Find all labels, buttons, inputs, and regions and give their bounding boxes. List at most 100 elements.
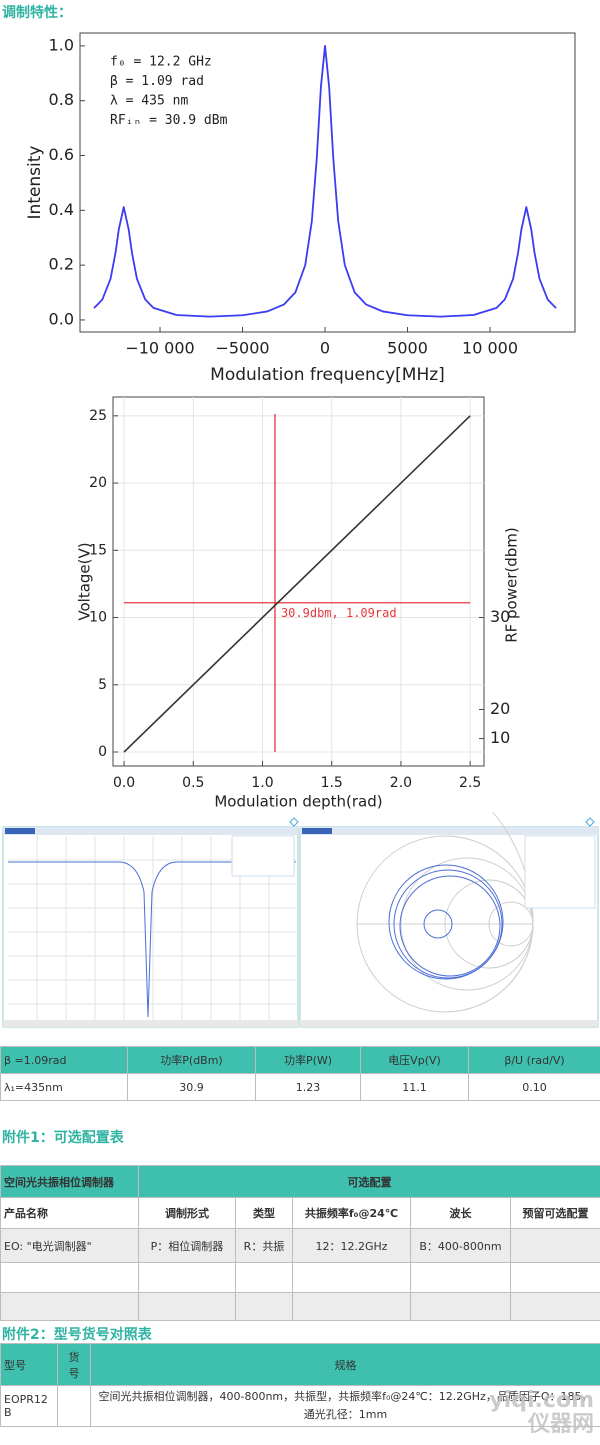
row: λ₁=435nm 30.9 1.23 11.1 0.10 <box>0 1073 600 1101</box>
y-tick-label: 0.8 <box>49 90 74 109</box>
header-row: 空间光共振相位调制器 可选配置 <box>0 1165 600 1198</box>
data-line <box>123 415 471 753</box>
model-table: 型号 货号 规格 EOPR12B 空间光共振相位调制器，400-800nm，共振… <box>0 1343 600 1427</box>
config-table: 空间光共振相位调制器 可选配置 产品名称 调制形式 类型 共振频率f₀@24℃ … <box>0 1165 600 1321</box>
cell: 货号 <box>57 1343 91 1386</box>
marker-table <box>524 835 596 909</box>
marker-table <box>231 835 295 877</box>
annotation: RFᵢₙ = 30.9 dBm <box>110 113 228 128</box>
cell: 共振频率f₀@24℃ <box>292 1197 411 1229</box>
cell: 调制形式 <box>138 1197 236 1229</box>
x-tick-label: 1.5 <box>321 775 343 791</box>
cell: 空间光共振相位调制器 <box>0 1165 139 1198</box>
marker-label: 30.9dbm, 1.09rad <box>281 606 397 620</box>
cell <box>509 1228 600 1263</box>
y2-tick-label: 20 <box>490 699 510 718</box>
watermark: yiqi.com 仪器网 <box>489 1388 594 1437</box>
row: EOPR12B 空间光共振相位调制器，400-800nm，共振型，共振频率f₀@… <box>0 1385 600 1427</box>
cell: 12：12.2GHz <box>292 1228 411 1263</box>
cell: 电压Vp(V) <box>360 1046 469 1074</box>
y-tick-label: 0 <box>98 744 107 760</box>
cell <box>57 1385 91 1427</box>
y-tick-label: 10 <box>89 610 107 626</box>
x-tick-label: 5000 <box>387 339 428 358</box>
y-tick-label: 25 <box>89 408 107 424</box>
row <box>0 1292 600 1321</box>
annotation: λ = 435 nm <box>110 94 188 109</box>
x-tick-label: −10 000 <box>125 339 194 358</box>
charts: 0.00.20.40.60.81.0−10 000 −5000 0 5000 10 00… <box>25 32 576 811</box>
cell: 产品名称 <box>0 1197 139 1229</box>
trace <box>8 861 296 1018</box>
section-heading: 附件1：可选配置表 <box>2 1130 124 1146</box>
cell: 空间光共振相位调制器，400-800nm，共振型，共振频率f₀@24℃：12.2… <box>90 1385 600 1427</box>
cell: 功率P(dBm) <box>127 1046 256 1074</box>
y-axis-label: Voltage(V) <box>76 542 94 620</box>
x-tick-label: 0 <box>320 339 330 358</box>
plot-frame <box>112 396 485 767</box>
cell: 规格 <box>90 1343 600 1386</box>
cell: R：共振 <box>235 1228 293 1263</box>
cell: 类型 <box>235 1197 293 1229</box>
y-tick-label: 0.2 <box>49 255 74 274</box>
y2-axis-label: RF power(dbm) <box>503 527 521 643</box>
y-tick-label: 15 <box>89 542 107 558</box>
annotation: β = 1.09 rad <box>110 74 204 89</box>
result-table: β =1.09rad 功率P(dBm) 功率P(W) 电压Vp(V) β/U (… <box>0 1046 600 1101</box>
y-tick-label: 1.0 <box>49 35 74 54</box>
x-tick-label: 0.5 <box>182 775 204 791</box>
cell: B：400-800nm <box>410 1228 511 1263</box>
annotation: f₀ = 12.2 GHz <box>110 55 212 70</box>
status-bar <box>300 1020 598 1027</box>
data-line <box>93 44 557 318</box>
x-axis-label: Modulation depth(rad) <box>214 793 382 811</box>
y2-tick-label: 30 <box>490 607 510 626</box>
tab <box>5 828 35 834</box>
cell: β/U (rad/V) <box>468 1046 600 1074</box>
header-row: 型号 货号 规格 <box>0 1343 600 1386</box>
y-tick-label: 0.0 <box>49 309 74 328</box>
cell: 1.23 <box>255 1073 361 1101</box>
cell: EOPR12B <box>0 1385 58 1427</box>
header-row: β =1.09rad 功率P(dBm) 功率P(W) 电压Vp(V) β/U (… <box>0 1046 600 1074</box>
section-heading: 调制特性： <box>2 5 72 21</box>
x-tick-label: −5000 <box>215 339 269 358</box>
x-tick-label: 2.0 <box>390 775 412 791</box>
cell: 功率P(W) <box>255 1046 361 1074</box>
y2-tick-label: 10 <box>490 728 510 747</box>
subheader-row: 产品名称 调制形式 类型 共振频率f₀@24℃ 波长 预留可选配置 <box>0 1197 600 1229</box>
cell: P：相位调制器 <box>138 1228 236 1263</box>
status-bar <box>3 1020 298 1027</box>
vna-right <box>299 812 599 1028</box>
grid <box>8 836 296 1020</box>
cell: β =1.09rad <box>0 1046 128 1074</box>
tab <box>302 828 332 834</box>
toolbar <box>300 827 598 835</box>
x-tick-label: 2.5 <box>459 775 481 791</box>
icon <box>585 817 595 827</box>
cell: 型号 <box>0 1343 58 1386</box>
y-axis-label: Intensity <box>25 146 45 220</box>
cell: EO: "电光调制器" <box>0 1228 139 1263</box>
y-tick-label: 0.4 <box>49 200 74 219</box>
cell: λ₁=435nm <box>0 1073 128 1101</box>
cell: 可选配置 <box>137 1165 600 1198</box>
y-tick-label: 0.6 <box>49 145 74 164</box>
vna-left <box>2 817 299 1028</box>
x-tick-label: 1.0 <box>251 775 273 791</box>
section-heading: 附件2：型号货号对照表 <box>2 1327 152 1343</box>
plot-frame <box>79 32 576 333</box>
cell: 30.9 <box>127 1073 256 1101</box>
trace <box>388 864 504 980</box>
x-tick-label: 10 000 <box>462 339 518 358</box>
row: EO: "电光调制器" P：相位调制器 R：共振 12：12.2GHz B：40… <box>0 1228 600 1263</box>
toolbar <box>3 827 298 835</box>
cell: 预留可选配置 <box>509 1197 600 1229</box>
cell: 11.1 <box>360 1073 469 1101</box>
y-tick-label: 20 <box>89 475 107 491</box>
y-tick-label: 5 <box>98 677 107 693</box>
cell: 波长 <box>410 1197 511 1229</box>
cell: 0.10 <box>468 1073 600 1101</box>
x-axis-label: Modulation frequency[MHz] <box>210 365 445 385</box>
